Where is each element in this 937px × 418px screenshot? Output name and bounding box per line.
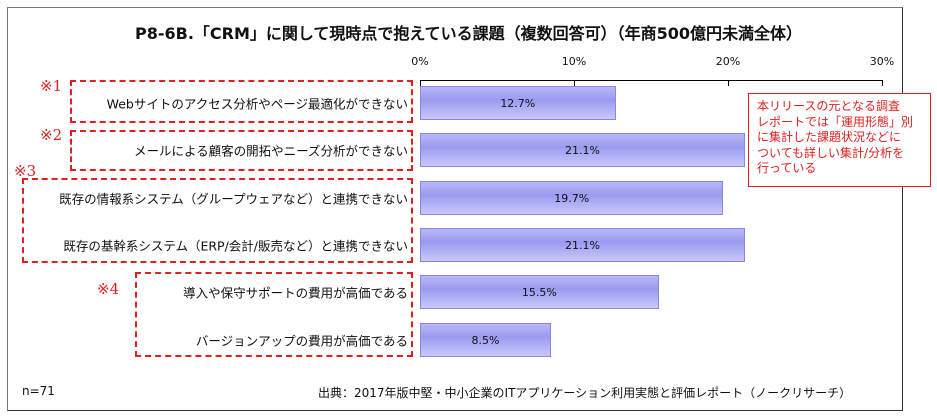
highlight-box-3: [22, 178, 413, 263]
sample-size: n=71: [22, 384, 55, 398]
highlight-box-4: [135, 272, 413, 357]
note-callout: 本リリースの元となる調査 レポートでは「運用形態」別 に集計した課題状況などに …: [748, 93, 931, 187]
highlight-box-2: [70, 130, 413, 171]
bar: 12.7%: [420, 86, 616, 120]
marker-2: ※2: [40, 126, 63, 144]
tick-mark: [728, 80, 729, 86]
category-label: メールによる顧客の開拓やニーズ分析ができない: [133, 143, 408, 159]
tick-label: 0%: [411, 55, 429, 68]
tick-label: 20%: [715, 55, 741, 68]
category-label: 既存の基幹系システム（ERP/会計/販売など）と連携できない: [63, 238, 408, 254]
tick-label: 30%: [869, 55, 895, 68]
marker-1: ※1: [40, 77, 63, 95]
source-text: 出典：2017年版中堅・中小企業のITアプリケーション利用実態と評価レポート（ノ…: [318, 386, 852, 400]
tick-mark: [420, 80, 421, 86]
bar: 8.5%: [420, 323, 551, 357]
chart-title: P8-6B.「CRM」に関して現時点で抱えている課題（複数回答可）（年商500億…: [134, 24, 802, 43]
bar: 19.7%: [420, 181, 724, 215]
bar: 15.5%: [420, 275, 659, 309]
tick-mark: [882, 80, 883, 86]
x-axis-line: [420, 80, 882, 81]
marker-3: ※3: [14, 162, 37, 180]
category-label: バージョンアップの費用が高価である: [195, 333, 408, 349]
category-label: 導入や保守サポートの費用が高価である: [183, 285, 408, 301]
chart-frame: [7, 7, 903, 411]
highlight-box-1: [70, 80, 413, 123]
bar: 21.1%: [420, 133, 745, 167]
marker-4: ※4: [97, 280, 120, 298]
category-label: Webサイトのアクセス分析やページ最適化ができない: [106, 96, 408, 112]
category-label: 既存の情報系システム（グループウェアなど）と連携できない: [59, 191, 408, 207]
bar: 21.1%: [420, 228, 745, 262]
tick-mark: [574, 80, 575, 86]
tick-label: 10%: [561, 55, 587, 68]
